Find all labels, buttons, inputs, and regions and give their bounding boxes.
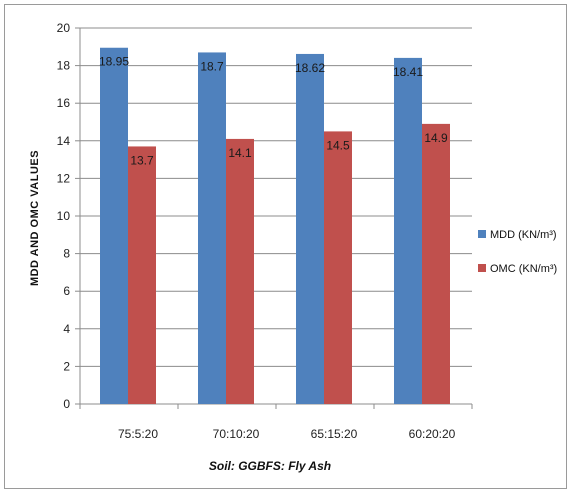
data-label: 14.5 (326, 138, 350, 152)
y-tick-label: 10 (57, 209, 71, 223)
y-tick-label: 18 (57, 59, 71, 73)
legend: MDD (KN/m³) OMC (KN/m³) (478, 229, 557, 275)
y-tick-label: 6 (63, 284, 70, 298)
data-label: 18.41 (393, 65, 423, 79)
legend-label: OMC (KN/m³) (490, 263, 557, 275)
bar-mdd (100, 47, 128, 405)
legend-swatch (478, 230, 486, 238)
y-tick-label: 2 (63, 359, 70, 373)
data-label: 14.1 (228, 146, 252, 160)
x-axis-label: Soil: GGBFS: Fly Ash (209, 459, 331, 473)
x-tick-label: 60:20:20 (409, 427, 456, 441)
bar-omc (226, 138, 254, 405)
y-axis-label: MDD AND OMC VALUES (29, 150, 41, 286)
y-tick-label: 16 (57, 96, 71, 110)
legend-swatch (478, 264, 486, 272)
bars (100, 47, 450, 405)
data-label: 18.7 (200, 59, 224, 73)
y-tick-label: 4 (63, 322, 70, 336)
data-labels: 18.95 13.7 18.7 14.1 18.62 14.5 18.41 14.9 (99, 55, 448, 168)
bar-omc (324, 131, 352, 404)
x-tick-labels: 75:5:20 70:10:20 65:15:20 60:20:20 (118, 427, 456, 441)
data-label: 18.62 (295, 61, 325, 75)
bar-mdd (296, 53, 324, 404)
bar-omc (422, 123, 450, 404)
y-tick-label: 12 (57, 171, 71, 185)
legend-label: MDD (KN/m³) (490, 229, 557, 241)
bar-omc (128, 146, 156, 404)
y-tick-label: 14 (57, 134, 71, 148)
x-tick-label: 75:5:20 (118, 427, 158, 441)
data-label: 14.9 (424, 131, 448, 145)
bar-mdd (394, 57, 422, 404)
y-tick-labels: 0 2 4 6 8 10 12 14 16 18 20 (57, 21, 71, 411)
y-tick-label: 0 (63, 397, 70, 411)
x-tick-label: 70:10:20 (213, 427, 260, 441)
chart-frame (4, 4, 567, 489)
y-tick-label: 8 (63, 247, 70, 261)
bar-mdd (198, 52, 226, 404)
data-label: 13.7 (130, 153, 154, 167)
x-tick-label: 65:15:20 (311, 427, 358, 441)
y-tick-label: 20 (57, 21, 71, 35)
data-label: 18.95 (99, 55, 129, 69)
